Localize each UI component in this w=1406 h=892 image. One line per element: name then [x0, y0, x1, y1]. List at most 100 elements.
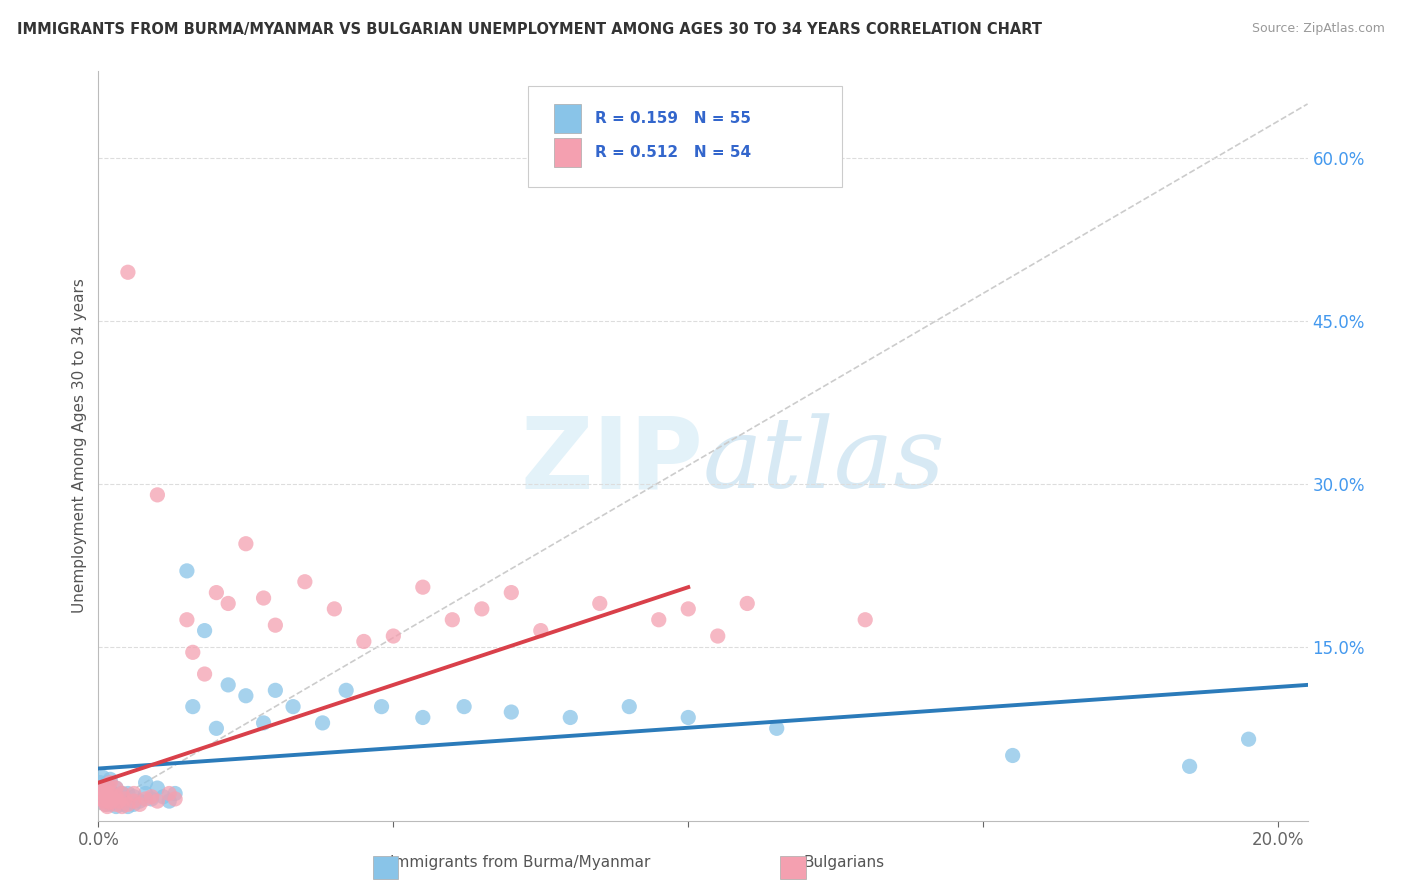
Point — [441, 613, 464, 627]
Point — [181, 699, 204, 714]
Point — [264, 683, 287, 698]
Point — [122, 789, 145, 804]
Point — [853, 613, 876, 627]
Point — [370, 699, 392, 714]
Point — [217, 597, 239, 611]
FancyBboxPatch shape — [527, 87, 842, 187]
Point — [94, 797, 117, 812]
Point — [128, 797, 150, 812]
Point — [105, 797, 128, 812]
Point — [96, 799, 118, 814]
Point — [94, 797, 117, 812]
Point — [252, 715, 274, 730]
Point — [648, 613, 671, 627]
Point — [96, 779, 118, 793]
Point — [135, 775, 157, 789]
Point — [146, 794, 169, 808]
Point — [114, 792, 136, 806]
Point — [194, 667, 217, 681]
Point — [146, 488, 169, 502]
Point — [1001, 748, 1024, 763]
Point — [335, 683, 357, 698]
Text: Source: ZipAtlas.com: Source: ZipAtlas.com — [1251, 22, 1385, 36]
FancyBboxPatch shape — [554, 104, 581, 133]
Point — [93, 783, 115, 797]
Point — [560, 710, 582, 724]
Point — [501, 585, 523, 599]
Point — [117, 797, 139, 812]
Point — [194, 624, 217, 638]
Point — [98, 795, 121, 809]
FancyBboxPatch shape — [554, 138, 581, 167]
Point — [93, 780, 115, 795]
Point — [619, 699, 641, 714]
Point — [111, 787, 134, 801]
Point — [141, 792, 163, 806]
Point — [135, 787, 157, 801]
Point — [141, 789, 163, 804]
Point — [471, 602, 494, 616]
Point — [101, 792, 124, 806]
Point — [589, 597, 612, 611]
Point — [117, 794, 139, 808]
Point — [678, 710, 700, 724]
Point — [94, 789, 117, 804]
Point — [128, 794, 150, 808]
Point — [117, 265, 139, 279]
Point — [382, 629, 405, 643]
Point — [235, 689, 257, 703]
Point — [176, 613, 198, 627]
Text: atlas: atlas — [703, 413, 946, 508]
Point — [217, 678, 239, 692]
Point — [323, 602, 346, 616]
Point — [412, 580, 434, 594]
Point — [91, 787, 114, 801]
Point — [111, 797, 134, 812]
Point — [706, 629, 728, 643]
Point — [205, 722, 228, 736]
Point — [501, 705, 523, 719]
Text: ZIP: ZIP — [520, 412, 703, 509]
Point — [235, 537, 257, 551]
Point — [98, 797, 121, 812]
Point — [311, 715, 333, 730]
Point — [205, 585, 228, 599]
Point — [93, 792, 115, 806]
Point — [294, 574, 316, 589]
Point — [98, 783, 121, 797]
Point — [98, 772, 121, 787]
Point — [181, 645, 204, 659]
Point — [105, 799, 128, 814]
Point — [111, 787, 134, 801]
Point — [678, 602, 700, 616]
Text: R = 0.512   N = 54: R = 0.512 N = 54 — [595, 145, 752, 160]
Point — [114, 792, 136, 806]
Text: IMMIGRANTS FROM BURMA/MYANMAR VS BULGARIAN UNEMPLOYMENT AMONG AGES 30 TO 34 YEAR: IMMIGRANTS FROM BURMA/MYANMAR VS BULGARI… — [17, 22, 1042, 37]
Point — [89, 775, 111, 789]
Point — [176, 564, 198, 578]
Point — [146, 780, 169, 795]
Point — [281, 699, 304, 714]
Point — [530, 624, 553, 638]
Point — [90, 792, 112, 806]
Point — [105, 780, 128, 795]
Point — [453, 699, 475, 714]
Point — [108, 794, 131, 808]
Point — [165, 792, 187, 806]
Point — [152, 789, 174, 804]
Point — [122, 787, 145, 801]
Text: Immigrants from Burma/Myanmar: Immigrants from Burma/Myanmar — [389, 855, 651, 870]
Point — [105, 792, 128, 806]
Point — [96, 787, 118, 801]
Point — [96, 775, 118, 789]
Point — [412, 710, 434, 724]
Point — [91, 770, 114, 784]
Point — [111, 799, 134, 814]
Point — [122, 794, 145, 808]
Point — [157, 787, 180, 801]
Point — [105, 789, 128, 804]
Point — [98, 794, 121, 808]
Point — [157, 794, 180, 808]
Text: Bulgarians: Bulgarians — [803, 855, 884, 870]
Point — [135, 792, 157, 806]
